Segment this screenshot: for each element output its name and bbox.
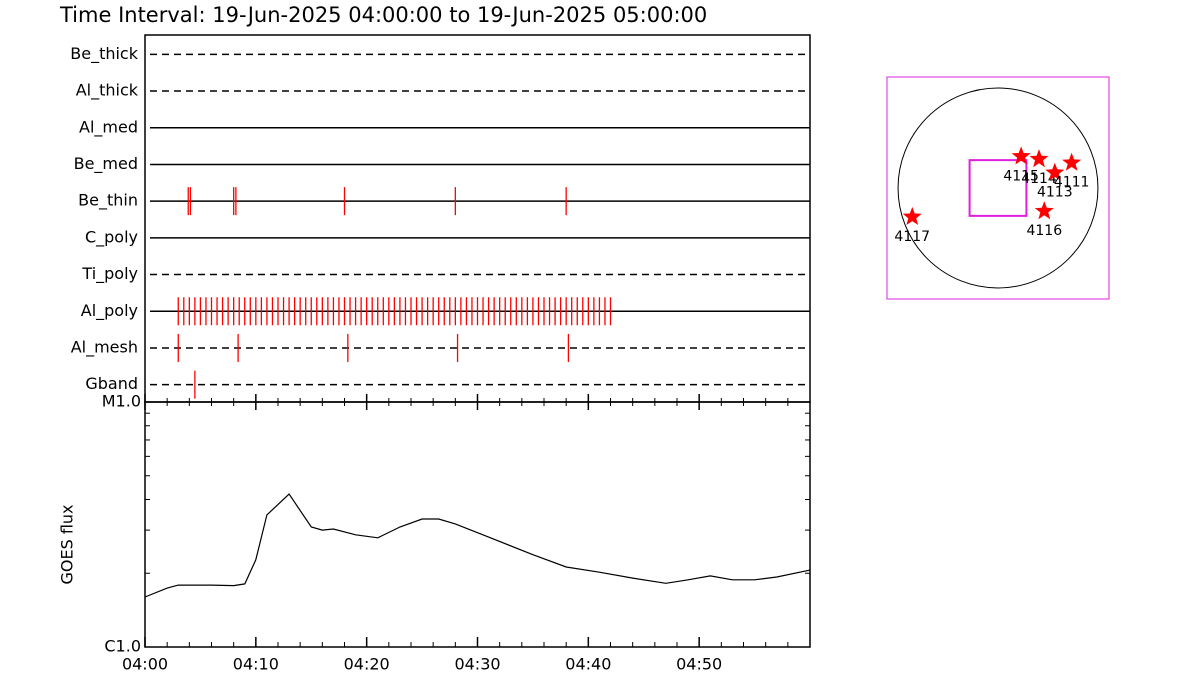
region-label: 4115: [1003, 168, 1039, 184]
row-label: Al_poly: [81, 301, 138, 321]
row-label: Be_thin: [78, 191, 138, 211]
region-label: 4113: [1037, 185, 1073, 201]
region-label: 4116: [1026, 223, 1062, 239]
chart-title: Time Interval: 19-Jun-2025 04:00:00 to 1…: [59, 3, 707, 27]
region-marker: [1034, 201, 1054, 220]
region-label: 4114: [1021, 171, 1057, 187]
x-tick-label: 04:30: [454, 655, 500, 674]
row-label: Al_mesh: [71, 337, 138, 357]
region-marker: [1062, 152, 1082, 171]
row-label: Be_med: [74, 154, 138, 174]
row-label: C_poly: [85, 227, 138, 247]
row-label: Be_thick: [70, 44, 138, 64]
solar-limb: [897, 87, 1099, 289]
region-marker: [1045, 162, 1065, 181]
row-label: Ti_poly: [81, 264, 138, 284]
region-marker: [1011, 146, 1031, 165]
x-tick-label: 04:10: [233, 655, 279, 674]
panel-frame: [144, 34, 811, 403]
x-tick-label: 04:00: [122, 655, 168, 674]
row-label: Gband: [85, 374, 138, 393]
x-tick-label: 04:20: [344, 655, 390, 674]
y-axis-label: GOES flux: [58, 504, 77, 584]
y-tick-label: M1.0: [102, 392, 141, 411]
map-frame: [886, 76, 1110, 300]
row-label: Al_thick: [76, 81, 139, 101]
region-label: 4111: [1054, 175, 1090, 191]
panel-frame: [144, 401, 811, 648]
x-tick-label: 04:50: [676, 655, 722, 674]
row-label: Al_med: [79, 117, 138, 137]
x-tick-label: 04:40: [565, 655, 611, 674]
region-marker: [902, 206, 922, 225]
region-label: 4117: [894, 229, 930, 245]
field-of-view: [968, 159, 1028, 217]
region-marker: [1029, 149, 1049, 168]
flux-line: [144, 493, 811, 598]
y-tick-label: C1.0: [104, 637, 141, 656]
